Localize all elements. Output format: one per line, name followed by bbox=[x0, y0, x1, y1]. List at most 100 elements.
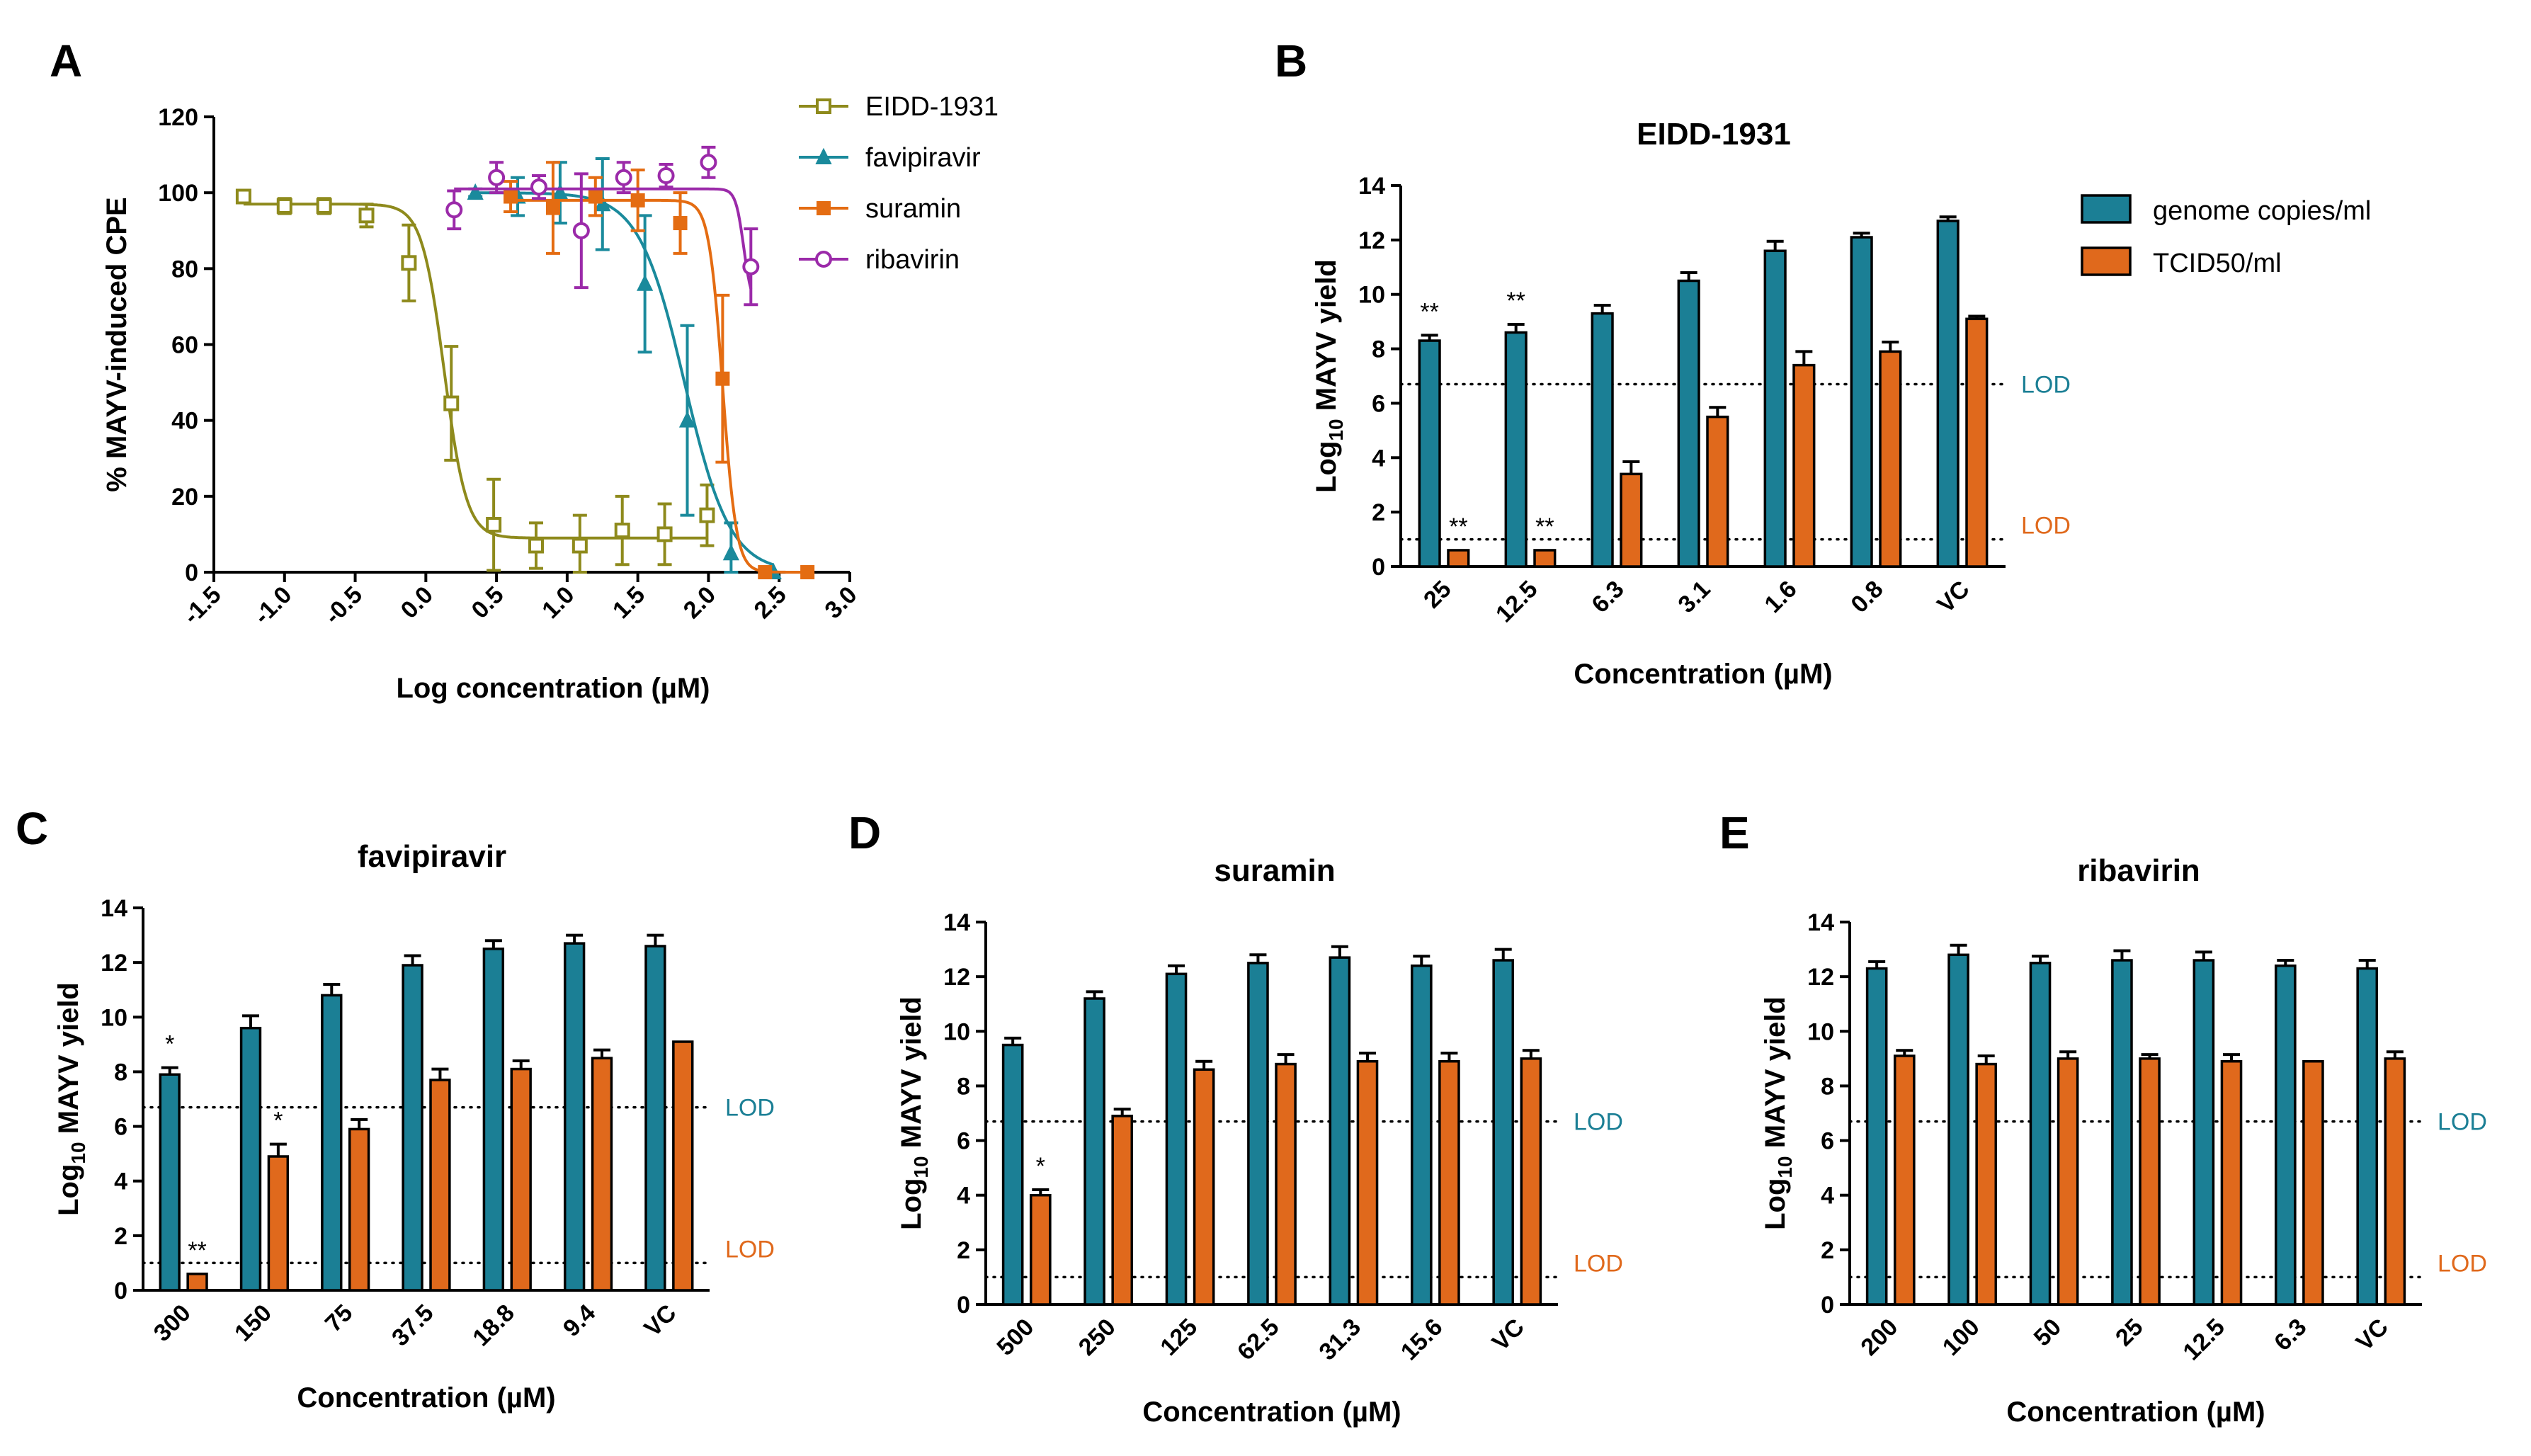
x-tick-label: 15.6 bbox=[1396, 1314, 1448, 1366]
x-tick-label: VC bbox=[2351, 1314, 2394, 1356]
data-point bbox=[276, 198, 292, 214]
x-tick-label: 37.5 bbox=[387, 1299, 439, 1352]
x-tick-label: 3.1 bbox=[1673, 576, 1715, 618]
legend-item: EIDD-1931 bbox=[799, 92, 999, 122]
chart-title: EIDD-1931 bbox=[1637, 117, 1791, 152]
bar-tcid50 bbox=[1975, 1062, 1998, 1306]
x-tick-label: 0.8 bbox=[1845, 576, 1888, 618]
x-axis-title: Concentration (µM) bbox=[1574, 659, 1832, 690]
data-point bbox=[235, 188, 251, 205]
x-tick-label: VC bbox=[639, 1299, 681, 1342]
legend-swatch bbox=[2081, 246, 2132, 276]
data-point bbox=[800, 565, 815, 579]
fit-curve bbox=[511, 198, 808, 574]
panel-a: A 0 20 40 60 80 100 120 -1.5 -1.0 -0.5 0.0 0.5 1.0 1.5… bbox=[50, 35, 999, 704]
y-tick-label: 0 bbox=[114, 1278, 127, 1304]
data-point bbox=[630, 193, 645, 207]
x-tick-label: 1.6 bbox=[1759, 576, 1802, 618]
bar-genome-copies bbox=[1850, 236, 1873, 568]
bar-genome-copies bbox=[1947, 953, 1969, 1306]
x-tick-label: 50 bbox=[2029, 1314, 2067, 1352]
bar-tcid50 bbox=[267, 1155, 290, 1292]
bar-genome-copies bbox=[1763, 249, 1787, 568]
bar-genome-copies bbox=[321, 994, 343, 1292]
bar-genome-copies bbox=[1084, 997, 1105, 1306]
y-tick-label: 12 bbox=[101, 950, 127, 977]
series-ribavirin bbox=[445, 145, 760, 307]
bar-genome-copies bbox=[1418, 339, 1441, 568]
data-point bbox=[401, 255, 417, 271]
chart-title: ribavirin bbox=[2077, 853, 2200, 888]
bar-tcid50 bbox=[1792, 363, 1816, 568]
legend-item: genome copies/ml bbox=[2081, 194, 2371, 226]
x-tick-label: 200 bbox=[1855, 1314, 1903, 1361]
data-point bbox=[657, 167, 675, 185]
chart-title: suramin bbox=[1214, 853, 1335, 888]
y-axis-title: Log10 MAYV yield bbox=[53, 982, 89, 1216]
y-tick-label: 0 bbox=[185, 559, 198, 586]
bar-genome-copies bbox=[2356, 967, 2379, 1306]
x-tick-label: 6.3 bbox=[2269, 1314, 2311, 1356]
bar-genome-copies bbox=[2274, 964, 2297, 1306]
bar-tcid50 bbox=[1893, 1054, 1916, 1306]
significance-marker: ** bbox=[188, 1237, 206, 1264]
x-tick-label: 18.8 bbox=[467, 1299, 520, 1352]
x-tick-label: 150 bbox=[229, 1299, 277, 1347]
y-tick-label: 8 bbox=[1372, 336, 1385, 363]
lod-label-tcid: LOD bbox=[1574, 1250, 1623, 1277]
data-point bbox=[443, 395, 460, 411]
x-tick-label: -1.5 bbox=[178, 581, 226, 630]
data-point bbox=[673, 216, 688, 231]
data-point bbox=[715, 371, 730, 386]
data-point bbox=[742, 258, 760, 275]
significance-marker: * bbox=[165, 1031, 174, 1058]
x-tick-label: 125 bbox=[1155, 1314, 1202, 1361]
data-point bbox=[700, 154, 717, 171]
y-tick-label: 80 bbox=[171, 256, 198, 283]
panel-letter: D bbox=[848, 807, 881, 858]
y-tick-label: 12 bbox=[1358, 227, 1385, 254]
x-tick-label: 12.5 bbox=[2178, 1314, 2230, 1366]
series-suramin bbox=[504, 161, 815, 579]
y-tick-label: 8 bbox=[957, 1073, 970, 1100]
legend-marker bbox=[815, 251, 832, 268]
bar-tcid50 bbox=[1965, 317, 1989, 568]
bar-genome-copies bbox=[1492, 959, 1515, 1306]
legend-label: suramin bbox=[865, 194, 961, 224]
bar-tcid50 bbox=[1447, 549, 1470, 568]
legend-label: TCID50/ml bbox=[2153, 249, 2282, 278]
legend-label: EIDD-1931 bbox=[865, 92, 999, 122]
panel-letter: B bbox=[1275, 35, 1307, 86]
x-tick-label: 500 bbox=[991, 1314, 1039, 1361]
data-point bbox=[504, 189, 518, 204]
bar-tcid50 bbox=[1438, 1059, 1460, 1306]
bar-tcid50 bbox=[1193, 1068, 1215, 1306]
panel-b: B EIDD-1931 0 2 4 6 8 10 12 14 Log10 MAYV yield Con… bbox=[1275, 35, 2371, 690]
bar-tcid50 bbox=[1520, 1057, 1542, 1306]
y-tick-label: 10 bbox=[943, 1018, 970, 1045]
y-tick-label: 4 bbox=[1821, 1183, 1834, 1210]
legend-item: ribavirin bbox=[799, 245, 960, 275]
bar-genome-copies bbox=[2111, 959, 2133, 1306]
lod-label-genome: LOD bbox=[2021, 372, 2071, 399]
x-tick-label: 2.5 bbox=[749, 581, 792, 624]
y-tick-label: 2 bbox=[1372, 499, 1385, 526]
bar-genome-copies bbox=[1247, 962, 1269, 1306]
data-point bbox=[488, 169, 506, 186]
bar-genome-copies bbox=[563, 942, 586, 1292]
x-tick-label: 6.3 bbox=[1586, 576, 1629, 618]
data-point bbox=[656, 526, 673, 542]
significance-marker: * bbox=[273, 1108, 283, 1134]
x-tick-label: 31.3 bbox=[1314, 1314, 1366, 1366]
data-point bbox=[358, 207, 375, 224]
bar-tcid50 bbox=[2220, 1059, 2243, 1306]
bar-genome-copies bbox=[2029, 962, 2052, 1306]
y-tick-label: 2 bbox=[957, 1237, 970, 1264]
data-point bbox=[588, 189, 603, 204]
x-tick-label: 12.5 bbox=[1491, 576, 1543, 628]
bar-genome-copies bbox=[644, 945, 666, 1292]
x-tick-label: 0.5 bbox=[466, 581, 508, 624]
y-tick-label: 0 bbox=[957, 1292, 970, 1319]
